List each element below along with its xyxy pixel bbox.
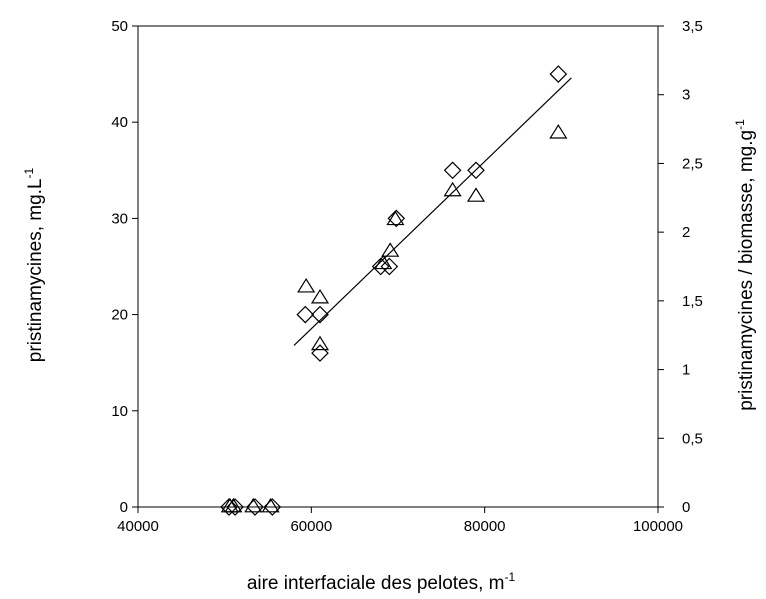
- diamond-marker: [371, 257, 390, 276]
- triangle-marker: [310, 335, 330, 351]
- x-axis: 40000 60000 80000 100000: [117, 507, 683, 535]
- diamond-marker: [380, 257, 399, 276]
- y-left-tick-label: 40: [111, 114, 128, 131]
- trendline-group: [293, 77, 572, 346]
- markers-group: [220, 65, 568, 516]
- triangle-marker: [549, 124, 568, 139]
- y-right-tick-label: 3: [682, 87, 690, 104]
- x-tick-label: 100000: [633, 518, 683, 535]
- triangle-marker: [310, 288, 330, 304]
- triangle-marker: [386, 210, 405, 226]
- plot-border: [137, 25, 659, 508]
- y-left-tick-label: 10: [111, 403, 128, 420]
- triangle-marker: [297, 277, 316, 293]
- plot-frame: [137, 25, 659, 508]
- y-axis-right-title: pristinamycines / biomasse, mg.g-1: [733, 119, 757, 411]
- triangle-marker: [466, 187, 486, 202]
- triangle-marker: [381, 242, 400, 257]
- y-left-tick-label: 0: [120, 499, 128, 516]
- diamond-marker: [387, 209, 406, 228]
- triangle-marker: [443, 181, 462, 197]
- x-tick-label: 80000: [464, 518, 506, 535]
- triangle-marker: [244, 497, 263, 513]
- y-right-tick-label: 1: [682, 362, 690, 379]
- diamond-marker: [296, 305, 315, 324]
- triangle-marker: [224, 497, 243, 513]
- diamond-marker: [311, 305, 329, 324]
- y-left-tick-label: 20: [111, 307, 128, 324]
- y-axis-right: 0 0,5 1 1,5 2 2,5 3 3,5: [658, 18, 703, 516]
- y-right-tick-label: 2: [682, 224, 690, 241]
- x-tick-label: 60000: [290, 518, 332, 535]
- diamond-marker: [467, 161, 485, 180]
- x-tick-label: 40000: [117, 518, 159, 535]
- y-right-tick-label: 2,5: [682, 155, 703, 172]
- diamond-marker: [443, 161, 462, 180]
- y-axis-left: 0 10 20 30 40 50: [111, 18, 138, 516]
- y-right-tick-label: 1,5: [682, 293, 703, 310]
- x-axis-title: aire interfaciale des pelotes, m-1: [247, 570, 516, 594]
- y-right-tick-label: 0,5: [682, 430, 703, 447]
- diamond-marker: [311, 344, 329, 362]
- diamond-marker: [220, 498, 238, 516]
- triangle-marker: [261, 497, 280, 513]
- triangle-marker: [374, 254, 393, 270]
- y-left-tick-label: 50: [111, 18, 128, 35]
- diamond-marker: [549, 65, 568, 83]
- y-right-tick-label: 3,5: [682, 18, 703, 35]
- y-left-tick-label: 30: [111, 210, 128, 227]
- y-right-tick-label: 0: [682, 499, 690, 516]
- y-axis-left-title: pristinamycines, mg.L-1: [22, 167, 46, 362]
- trendline: [293, 77, 572, 346]
